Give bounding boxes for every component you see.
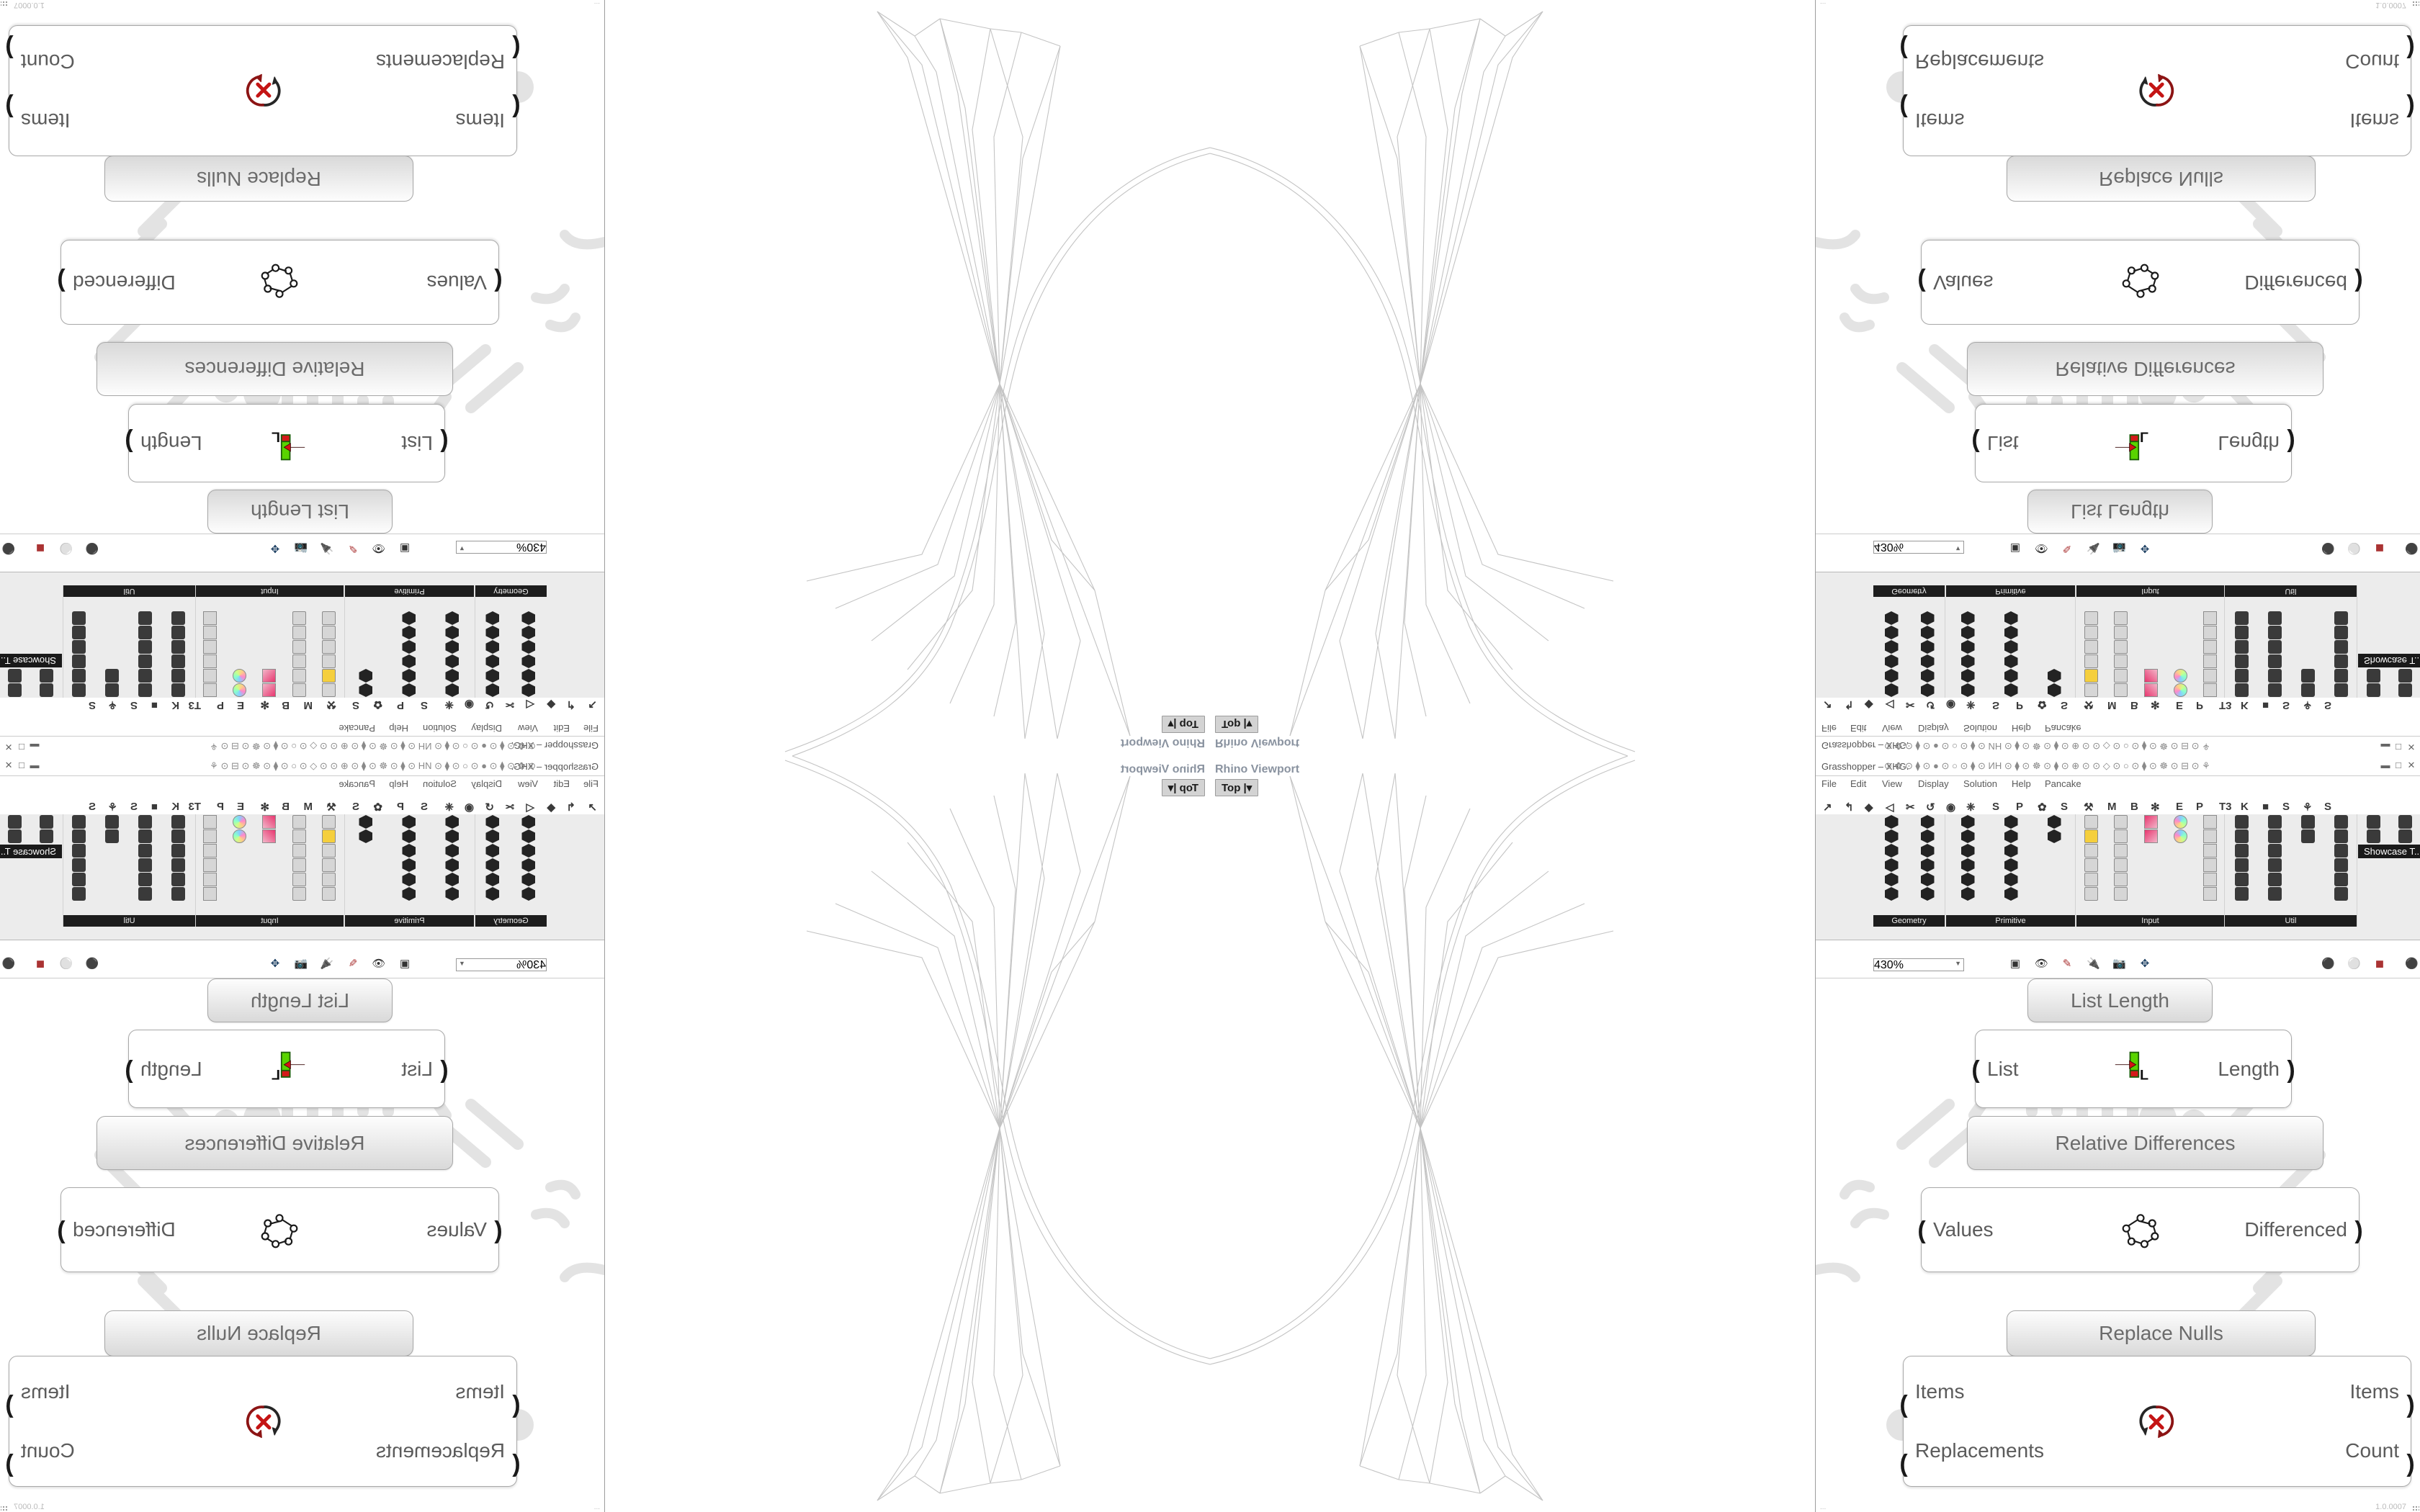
svg-text:L: L <box>272 429 280 445</box>
svg-text:L: L <box>2140 1067 2148 1083</box>
svg-text:L: L <box>272 1067 280 1083</box>
svg-text:L: L <box>2140 429 2148 445</box>
